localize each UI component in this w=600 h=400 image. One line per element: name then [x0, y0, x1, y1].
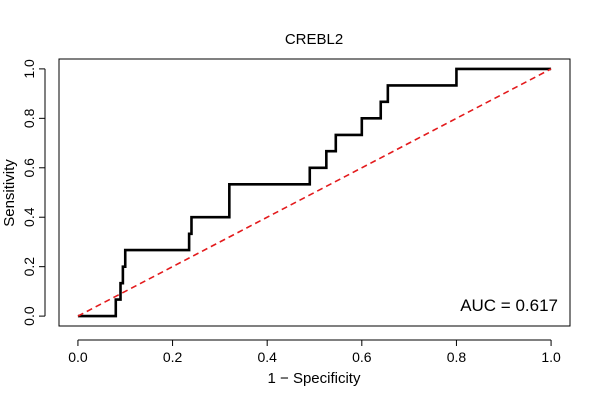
- y-axis: 0.0 0.2 0.4 0.6 0.8 1.0: [21, 59, 46, 326]
- x-tick-label: 0.4: [257, 349, 277, 365]
- roc-curve-line: [77, 67, 552, 318]
- y-tick-label: 0.6: [21, 158, 37, 178]
- auc-annotation: AUC = 0.617: [460, 296, 558, 315]
- x-axis: 0.0 0.2 0.4 0.6 0.8 1.0: [68, 339, 561, 365]
- x-axis-label: 1 − Specificity: [268, 370, 361, 387]
- y-tick-label: 0.4: [21, 207, 37, 227]
- series-layer: [77, 67, 552, 318]
- plot-area-frame: [58, 58, 571, 327]
- x-tick-label: 0.8: [447, 349, 467, 365]
- x-tick-label: 1.0: [541, 349, 561, 365]
- chart-title: CREBL2: [285, 31, 343, 48]
- y-axis-label: Sensitivity: [1, 159, 18, 227]
- y-tick-label: 0.0: [21, 306, 37, 326]
- x-tick-label: 0.2: [163, 349, 183, 365]
- y-tick-label: 1.0: [21, 59, 37, 79]
- y-tick-label: 0.2: [21, 257, 37, 277]
- x-tick-label: 0.6: [352, 349, 372, 365]
- x-tick-label: 0.0: [68, 349, 88, 365]
- y-tick-label: 0.8: [21, 108, 37, 128]
- diagonal-reference-line: [77, 68, 552, 317]
